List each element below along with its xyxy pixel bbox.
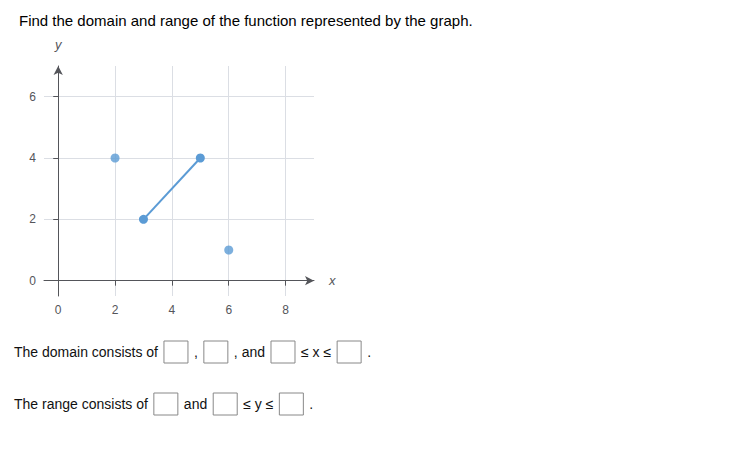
svg-text:Find the domain and range of t: Find the domain and range of the functio… xyxy=(19,12,473,29)
svg-text:6: 6 xyxy=(29,90,36,104)
svg-text:6: 6 xyxy=(225,303,232,317)
svg-text:The range consists of: The range consists of xyxy=(14,396,148,412)
svg-text:y: y xyxy=(54,37,63,52)
svg-text:4: 4 xyxy=(29,151,36,165)
svg-text:2: 2 xyxy=(29,212,36,226)
svg-text:.: . xyxy=(309,396,313,412)
svg-text:, and: , and xyxy=(234,344,265,360)
svg-text:≤ y ≤: ≤ y ≤ xyxy=(243,396,273,412)
svg-text:and: and xyxy=(184,396,207,412)
svg-text:4: 4 xyxy=(169,303,176,317)
svg-text:8: 8 xyxy=(282,303,289,317)
svg-text:0: 0 xyxy=(29,274,36,288)
svg-text:x: x xyxy=(328,273,336,288)
svg-text:2: 2 xyxy=(112,303,119,317)
svg-text:.: . xyxy=(367,344,371,360)
svg-text:≤ x ≤: ≤ x ≤ xyxy=(301,344,331,360)
svg-text:,: , xyxy=(194,344,198,360)
svg-text:0: 0 xyxy=(55,303,62,317)
svg-text:The domain consists of: The domain consists of xyxy=(14,344,158,360)
